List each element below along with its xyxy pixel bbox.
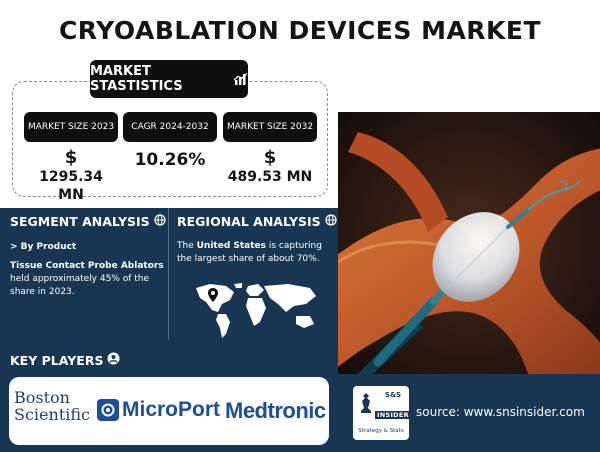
panel-divider: [168, 208, 169, 340]
regional-suffix: is capturing the largest share of about …: [177, 241, 322, 264]
globe-icon: [325, 214, 337, 229]
regional-analysis-title: REGIONAL ANALYSIS: [177, 214, 337, 229]
segment-highlight: Tissue Contact Probe Ablators: [10, 261, 164, 271]
page-title: CRYOABLATION DEVICES MARKET: [58, 16, 542, 45]
globe-icon: [154, 214, 166, 229]
world-map-icon: [192, 282, 330, 344]
sns-insider: INSIDER: [375, 411, 411, 419]
key-players-label: KEY PLAYERS: [10, 352, 104, 368]
stat-market-size-2032: MARKET SIZE 2032 $ 489.53 MN: [223, 112, 317, 186]
boston-line1: Boston: [14, 388, 70, 407]
microport-text: MicroPort: [122, 398, 221, 421]
stat-value: 489.53 MN: [227, 169, 313, 185]
logo-microport: MicroPort: [97, 398, 220, 422]
stats-header: MARKET STASTISTICS: [90, 60, 248, 98]
people-icon: [107, 352, 120, 368]
logos-panel: [9, 377, 329, 445]
stat-currency: $: [64, 147, 78, 168]
segment-body: held approximately 45% of the share in 2…: [10, 274, 150, 297]
stat-cagr: CAGR 2024-2032 10.26%: [123, 112, 217, 169]
segment-analysis-title: SEGMENT ANALYSIS: [10, 214, 166, 229]
source-link[interactable]: source: www.snsinsider.com: [416, 405, 585, 419]
sns-tagline: Strategy & Stats: [358, 428, 404, 434]
stats-header-label: MARKET STASTISTICS: [90, 64, 183, 94]
device-photo: [338, 112, 600, 374]
segment-text: Tissue Contact Probe Ablators held appro…: [10, 260, 164, 299]
regional-highlight: United States: [196, 241, 267, 251]
segment-analysis-label: SEGMENT ANALYSIS: [10, 214, 150, 229]
location-pin-icon: [208, 287, 218, 306]
microport-badge-icon: [97, 399, 119, 421]
chess-piece-icon: [358, 392, 374, 418]
segment-subheading: > By Product: [10, 242, 77, 252]
stat-currency: $: [263, 147, 277, 168]
regional-prefix: The: [177, 241, 197, 251]
regional-text: The United States is capturing the large…: [177, 240, 331, 266]
stat-market-size-2023: MARKET SIZE 2023 $ 1295.34 MN: [24, 112, 118, 204]
boston-line2: Scientific: [14, 405, 90, 424]
stat-value: 1295.34 MN: [39, 169, 103, 203]
sns-brand: S&S: [384, 391, 402, 399]
stat-label: MARKET SIZE 2032: [223, 112, 317, 142]
stat-value: 10.26%: [134, 150, 206, 170]
regional-analysis-label: REGIONAL ANALYSIS: [177, 214, 321, 229]
logo-boston-scientific: Boston Scientific: [14, 389, 92, 423]
logo-medtronic: Medtronic: [225, 398, 326, 423]
stat-label: CAGR 2024-2032: [123, 112, 217, 142]
key-players-title: KEY PLAYERS: [10, 352, 120, 368]
stat-label: MARKET SIZE 2023: [24, 112, 118, 142]
chart-icon: [234, 72, 248, 86]
